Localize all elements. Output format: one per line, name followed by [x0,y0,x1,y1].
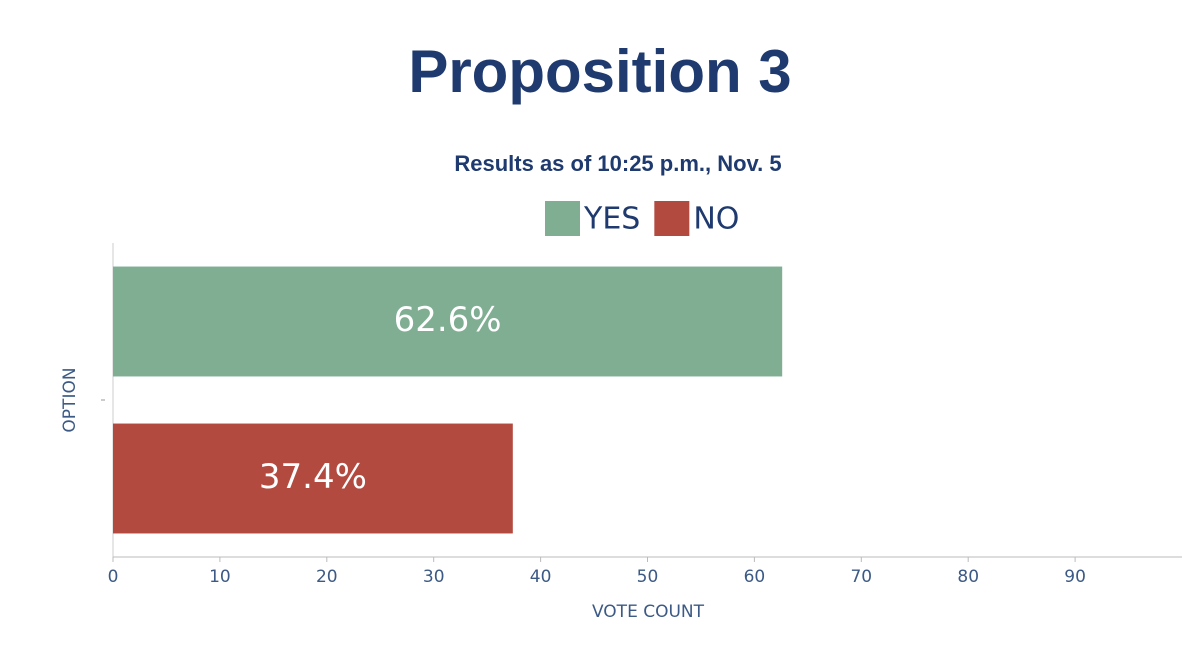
x-tick-label: 30 [423,567,445,587]
bar-label: 62.6% [394,300,502,340]
bar [113,423,513,534]
x-tick-label: 40 [530,567,552,587]
legend-label: NO [693,202,739,237]
legend-label: YES [583,202,640,237]
legend-swatch [654,201,690,236]
bar [113,266,783,377]
chart-title: Proposition 3 [408,38,791,105]
y-axis-label: OPTION [60,367,80,432]
x-tick-label: 10 [209,567,231,587]
x-axis-label: VOTE COUNT [592,602,705,622]
x-tick-label: 0 [108,567,119,587]
x-tick-label: 70 [850,567,872,587]
x-tick-label: 50 [637,567,659,587]
chart-subtitle: Results as of 10:25 p.m., Nov. 5 [454,151,781,176]
x-tick-label: 80 [957,567,979,587]
x-tick-label: 90 [1064,567,1086,587]
x-tick-label: 20 [316,567,338,587]
bar-label: 37.4% [259,457,367,497]
x-tick-label: 60 [744,567,766,587]
legend-swatch [545,201,580,236]
